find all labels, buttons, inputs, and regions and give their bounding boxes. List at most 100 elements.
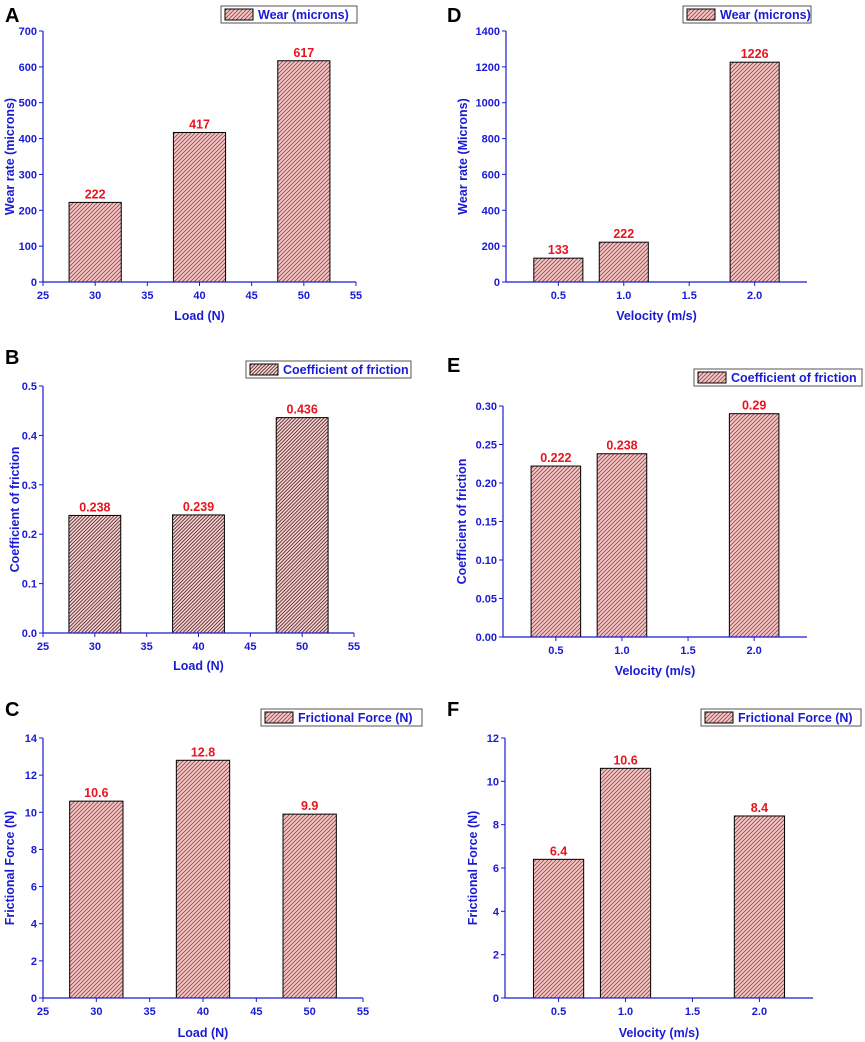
- y-tick-label: 0: [493, 993, 499, 1005]
- y-axis-title: Coefficient of friction: [8, 447, 22, 573]
- legend-label: Coefficient of friction: [731, 371, 857, 385]
- y-tick-label: 6: [31, 882, 37, 894]
- x-tick-label: 35: [141, 641, 153, 653]
- y-tick-label: 100: [19, 241, 37, 253]
- y-tick-label: 0.2: [22, 529, 37, 541]
- legend-box: [220, 5, 358, 24]
- y-tick-label: 0.10: [476, 555, 497, 567]
- y-tick-label: 0.4: [22, 430, 38, 442]
- bar-value-label: 1226: [741, 47, 769, 61]
- x-tick-label: 1.0: [614, 645, 629, 657]
- legend-box: [700, 708, 862, 727]
- legend-swatch: [264, 711, 294, 724]
- y-tick-label: 0: [31, 277, 37, 289]
- x-tick-label: 25: [37, 641, 49, 653]
- bar-value-label: 222: [85, 187, 106, 201]
- y-tick-label: 0.00: [476, 632, 497, 644]
- x-axis-title: Velocity (m/s): [619, 1026, 700, 1040]
- bar: [68, 201, 122, 283]
- x-tick-label: 40: [193, 290, 205, 302]
- panel-letter: E: [447, 355, 460, 377]
- y-tick-label: 0.05: [476, 594, 497, 606]
- x-tick-label: 1.5: [680, 645, 695, 657]
- bar: [172, 131, 227, 283]
- bar-value-label: 0.222: [540, 451, 571, 465]
- bar: [598, 241, 649, 283]
- bar-value-label: 6.4: [550, 844, 567, 858]
- x-axis-title: Velocity (m/s): [616, 309, 697, 323]
- legend-swatch: [697, 371, 727, 384]
- bar-value-label: 10.6: [84, 786, 108, 800]
- legend-label: Wear (microns): [258, 8, 349, 22]
- legend-box: [260, 708, 423, 727]
- legend-box: [693, 368, 863, 387]
- x-tick-label: 25: [37, 290, 49, 302]
- y-tick-label: 600: [19, 62, 37, 74]
- panel-letter: F: [447, 699, 459, 721]
- bar-value-label: 417: [189, 117, 210, 131]
- bar-value-label: 0.238: [606, 439, 637, 453]
- panel-B: B 0.238 0.239 0.436 0.0 0.1 0.2 0.3 0.4 0.5 25 30 35…: [5, 347, 412, 673]
- legend-label: Coefficient of friction: [283, 363, 409, 377]
- bar: [277, 60, 331, 283]
- y-tick-label: 6: [493, 863, 499, 875]
- y-tick-label: 0.1: [22, 579, 37, 591]
- x-tick-label: 30: [89, 641, 101, 653]
- panel-letter: A: [5, 5, 19, 27]
- y-axis-title: Frictional Force (N): [3, 811, 17, 926]
- x-tick-label: 1.0: [618, 1006, 633, 1018]
- y-tick-label: 0.15: [476, 517, 497, 529]
- legend-swatch: [704, 711, 734, 724]
- bar: [733, 815, 786, 999]
- x-tick-label: 0.5: [548, 645, 563, 657]
- x-tick-label: 0.5: [551, 1006, 566, 1018]
- x-tick-label: 1.5: [682, 290, 697, 302]
- panel-D: D 133 222 1226 0 200 400 600 800 1000 1200 1400 0.5 1…: [447, 5, 812, 323]
- legend-label: Wear (microns): [720, 8, 811, 22]
- bar: [533, 257, 584, 283]
- x-tick-label: 30: [90, 1006, 102, 1018]
- bar-value-label: 617: [293, 46, 314, 60]
- x-tick-label: 50: [304, 1006, 316, 1018]
- y-tick-label: 2: [31, 956, 37, 968]
- panel-A: A 222 417 617 0 100 200 300 400 500 600 700 25 30 35 40…: [3, 5, 362, 323]
- y-tick-label: 8: [493, 820, 499, 832]
- x-tick-label: 2.0: [746, 645, 761, 657]
- y-tick-label: 0.25: [476, 440, 497, 452]
- y-tick-label: 800: [482, 134, 500, 146]
- y-tick-label: 10: [487, 776, 499, 788]
- y-tick-label: 1200: [476, 62, 500, 74]
- x-axis-title: Load (N): [173, 659, 224, 673]
- bar: [530, 465, 582, 638]
- x-tick-label: 25: [37, 1006, 49, 1018]
- y-tick-label: 0.20: [476, 478, 497, 490]
- legend-box: [245, 360, 412, 379]
- legend-swatch: [224, 8, 254, 21]
- x-tick-label: 55: [350, 290, 362, 302]
- y-tick-label: 8: [31, 844, 37, 856]
- x-tick-label: 40: [197, 1006, 209, 1018]
- x-tick-label: 50: [298, 290, 310, 302]
- x-tick-label: 45: [250, 1006, 262, 1018]
- y-tick-label: 200: [19, 205, 37, 217]
- bar: [729, 61, 780, 283]
- x-tick-label: 35: [144, 1006, 156, 1018]
- bar-value-label: 222: [613, 227, 634, 241]
- x-axis-title: Load (N): [174, 309, 225, 323]
- bar-value-label: 0.436: [287, 403, 318, 417]
- bar: [275, 417, 329, 634]
- y-tick-label: 0.5: [22, 381, 37, 393]
- x-tick-label: 30: [89, 290, 101, 302]
- y-tick-label: 500: [19, 98, 37, 110]
- y-tick-label: 300: [19, 169, 37, 181]
- x-tick-label: 0.5: [551, 290, 566, 302]
- y-tick-label: 600: [482, 169, 500, 181]
- x-tick-label: 35: [141, 290, 153, 302]
- bar: [68, 514, 122, 634]
- y-tick-label: 200: [482, 241, 500, 253]
- y-tick-label: 0.0: [22, 628, 37, 640]
- x-axis-title: Velocity (m/s): [615, 664, 696, 678]
- panel-E: E 0.222 0.238 0.29 0.00 0.05 0.10 0.15 0.20 0.25 0…: [447, 355, 863, 678]
- x-tick-label: 55: [357, 1006, 369, 1018]
- x-tick-label: 1.0: [616, 290, 631, 302]
